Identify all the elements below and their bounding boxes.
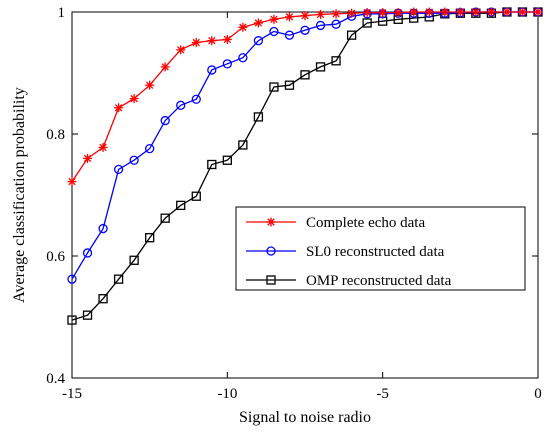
data-point	[176, 45, 186, 55]
data-point	[455, 7, 465, 17]
data-point	[253, 18, 263, 28]
y-tick-label: 1	[58, 5, 66, 21]
data-point	[129, 255, 139, 265]
data-point	[160, 115, 170, 126]
data-point	[145, 233, 155, 243]
data-point	[269, 82, 279, 92]
data-point	[269, 26, 279, 37]
data-point	[378, 8, 388, 18]
data-point	[517, 7, 527, 17]
data-point	[129, 155, 139, 165]
legend-label: Complete echo data	[306, 215, 425, 231]
x-tick-label: -15	[62, 386, 82, 402]
y-tick-label: 0.4	[46, 371, 65, 387]
data-point	[269, 14, 279, 24]
data-point	[238, 22, 248, 32]
legend-entry: SL0 reconstructed data	[246, 244, 445, 260]
data-point	[160, 62, 170, 72]
data-point	[160, 213, 170, 223]
data-point	[378, 16, 388, 26]
data-point	[145, 143, 155, 154]
data-point	[98, 223, 108, 234]
data-point	[471, 7, 481, 17]
x-tick-label: -5	[376, 386, 389, 402]
data-point	[67, 177, 77, 187]
x-axis-label: Signal to noise radio	[239, 409, 371, 426]
data-point	[67, 274, 77, 284]
legend-label: SL0 reconstructed data	[306, 244, 445, 260]
y-axis-label: Average classification probability	[11, 87, 28, 303]
legend-box	[235, 206, 526, 291]
data-point	[533, 7, 543, 17]
data-point	[440, 7, 450, 17]
data-point	[207, 65, 217, 75]
data-point	[284, 30, 295, 40]
data-point	[486, 7, 496, 17]
data-point	[191, 94, 201, 104]
legend-marker	[266, 217, 276, 227]
legend-marker	[266, 275, 276, 285]
data-point	[284, 12, 294, 22]
data-point	[83, 153, 93, 163]
data-point	[113, 164, 124, 175]
legend-marker	[266, 246, 276, 256]
plot-frame	[71, 11, 539, 379]
data-point	[222, 59, 232, 69]
data-point	[113, 274, 124, 284]
data-point	[300, 70, 310, 80]
data-point	[67, 315, 77, 325]
series-layer	[67, 7, 543, 325]
data-point	[284, 80, 295, 90]
data-point	[253, 112, 264, 122]
data-point	[409, 7, 419, 17]
tick-labels: -15 -10 -5 0 0.4 0.6 0.8 1	[46, 5, 542, 402]
data-point	[300, 25, 310, 35]
data-point	[176, 200, 186, 211]
x-tick-label: 0	[534, 386, 542, 402]
data-point	[362, 8, 372, 18]
data-point	[346, 30, 357, 40]
data-point	[316, 9, 326, 19]
series-star	[67, 7, 543, 187]
data-point	[191, 38, 201, 47]
data-point	[315, 20, 326, 31]
data-point	[222, 34, 232, 44]
data-point	[502, 7, 512, 17]
data-point	[238, 53, 248, 63]
data-point	[145, 80, 155, 90]
data-point	[191, 191, 201, 201]
legend-entry: Complete echo data	[246, 215, 425, 231]
data-point	[424, 7, 434, 17]
data-point	[98, 142, 108, 152]
data-point	[207, 159, 217, 170]
data-point	[331, 56, 341, 66]
legend-entry: OMP reconstructed data	[246, 273, 452, 289]
legend: Complete echo data SL0 reconstructed data…	[235, 206, 526, 291]
data-point	[393, 8, 403, 18]
y-tick-label: 0.8	[46, 127, 65, 143]
data-point	[207, 36, 217, 46]
legend-label: OMP reconstructed data	[306, 273, 452, 289]
y-tick-label: 0.6	[46, 249, 65, 265]
data-point	[331, 19, 341, 29]
data-point	[129, 94, 139, 104]
data-point	[114, 103, 124, 113]
data-point	[238, 140, 248, 150]
data-point	[315, 62, 326, 72]
data-point	[331, 9, 341, 19]
x-tick-label: -10	[217, 386, 237, 402]
data-point	[253, 36, 264, 46]
data-point	[98, 294, 108, 304]
data-point	[222, 155, 232, 165]
data-point	[362, 18, 372, 28]
data-point	[347, 8, 357, 18]
data-point	[82, 248, 93, 258]
data-point	[176, 100, 186, 110]
data-point	[300, 11, 310, 21]
data-point	[82, 310, 93, 320]
